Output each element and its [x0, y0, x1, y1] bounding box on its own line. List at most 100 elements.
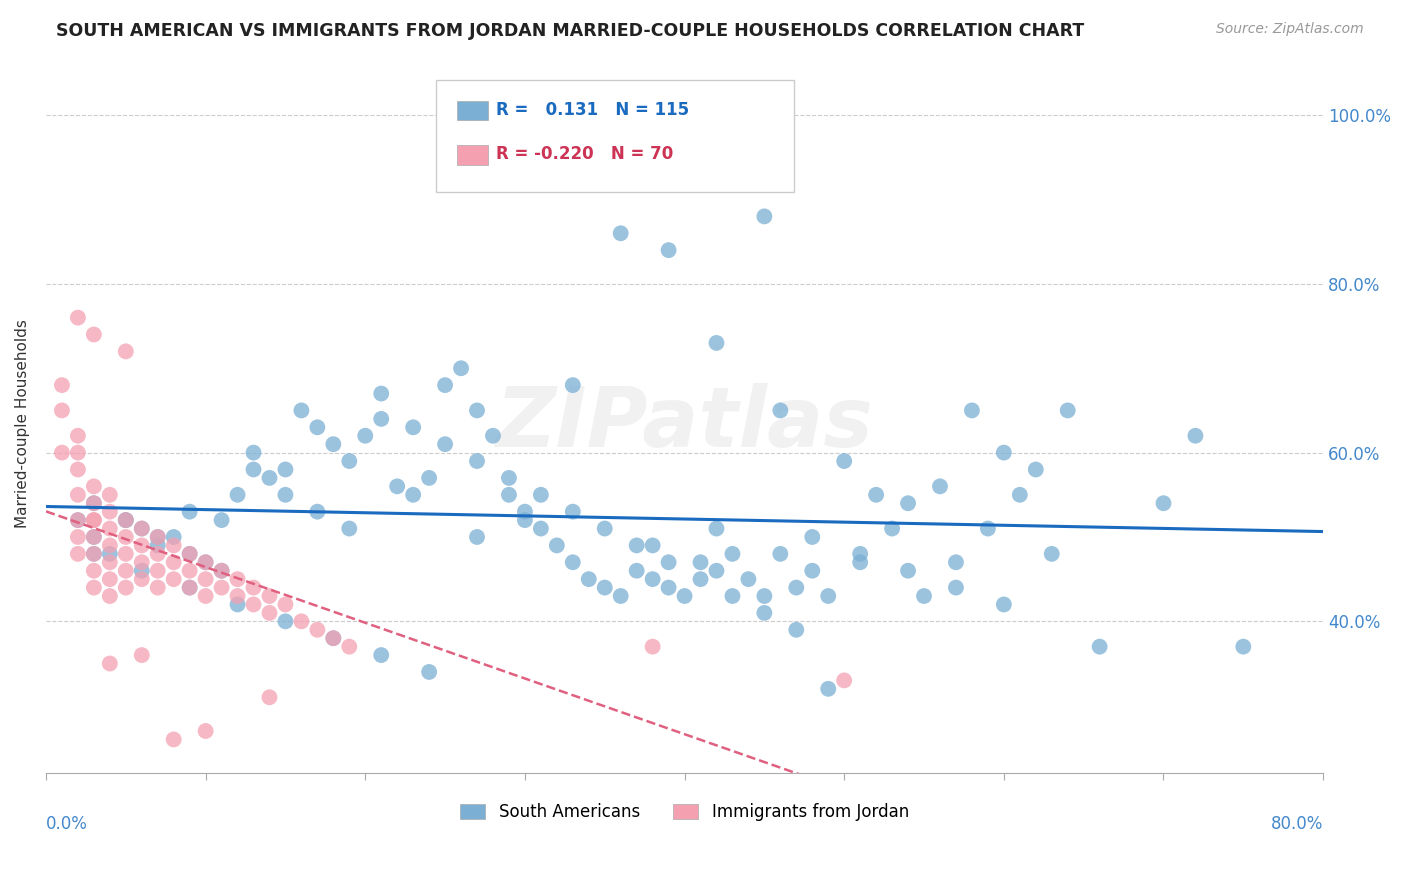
Point: [163, 530, 186, 544]
Point: [1088, 640, 1111, 654]
Point: [114, 547, 136, 561]
Point: [179, 564, 201, 578]
Point: [146, 581, 169, 595]
Point: [993, 598, 1015, 612]
Point: [434, 378, 457, 392]
Point: [179, 581, 201, 595]
Point: [163, 572, 186, 586]
Point: [402, 420, 425, 434]
Point: [83, 547, 105, 561]
Point: [163, 732, 186, 747]
Point: [98, 522, 121, 536]
Point: [131, 538, 153, 552]
Point: [163, 538, 186, 552]
Point: [194, 555, 217, 569]
Point: [689, 572, 711, 586]
Point: [114, 513, 136, 527]
Point: [211, 564, 233, 578]
Text: 0.0%: 0.0%: [46, 815, 87, 833]
Point: [593, 581, 616, 595]
Point: [83, 581, 105, 595]
Point: [114, 530, 136, 544]
Text: SOUTH AMERICAN VS IMMIGRANTS FROM JORDAN MARRIED-COUPLE HOUSEHOLDS CORRELATION C: SOUTH AMERICAN VS IMMIGRANTS FROM JORDAN…: [56, 22, 1084, 40]
Point: [226, 589, 249, 603]
Point: [242, 445, 264, 459]
Point: [754, 210, 776, 224]
Point: [513, 513, 536, 527]
Point: [337, 640, 360, 654]
Point: [832, 454, 855, 468]
Point: [721, 547, 744, 561]
Point: [98, 547, 121, 561]
Point: [641, 640, 664, 654]
Point: [754, 589, 776, 603]
Point: [561, 555, 583, 569]
Point: [626, 538, 648, 552]
Point: [274, 462, 297, 476]
Point: [1184, 428, 1206, 442]
Point: [98, 572, 121, 586]
Point: [658, 581, 681, 595]
Point: [259, 606, 281, 620]
Point: [546, 538, 568, 552]
Legend: South Americans, Immigrants from Jordan: South Americans, Immigrants from Jordan: [454, 797, 915, 828]
Point: [769, 547, 792, 561]
Point: [98, 538, 121, 552]
Point: [98, 488, 121, 502]
Point: [114, 513, 136, 527]
Point: [322, 631, 344, 645]
Point: [465, 530, 488, 544]
Text: Source: ZipAtlas.com: Source: ZipAtlas.com: [1216, 22, 1364, 37]
Point: [66, 310, 89, 325]
Point: [322, 437, 344, 451]
Point: [817, 681, 839, 696]
Point: [1056, 403, 1078, 417]
Point: [290, 403, 312, 417]
Point: [83, 547, 105, 561]
Point: [865, 488, 887, 502]
Point: [131, 648, 153, 662]
Point: [51, 403, 73, 417]
Point: [737, 572, 759, 586]
Point: [785, 623, 807, 637]
Point: [945, 555, 967, 569]
Point: [354, 428, 377, 442]
Point: [307, 505, 329, 519]
Point: [530, 522, 553, 536]
Point: [98, 589, 121, 603]
Point: [641, 572, 664, 586]
Point: [626, 564, 648, 578]
Point: [194, 572, 217, 586]
Point: [146, 530, 169, 544]
Point: [706, 564, 728, 578]
Point: [211, 564, 233, 578]
Point: [242, 598, 264, 612]
Point: [66, 462, 89, 476]
Point: [114, 564, 136, 578]
Point: [370, 386, 392, 401]
Point: [114, 344, 136, 359]
Point: [450, 361, 472, 376]
Point: [274, 598, 297, 612]
Point: [721, 589, 744, 603]
Point: [897, 496, 920, 510]
Point: [131, 572, 153, 586]
Point: [66, 530, 89, 544]
Point: [307, 420, 329, 434]
Point: [259, 471, 281, 485]
Point: [98, 657, 121, 671]
Point: [98, 505, 121, 519]
Point: [322, 631, 344, 645]
Point: [194, 555, 217, 569]
Point: [194, 589, 217, 603]
Point: [146, 530, 169, 544]
Point: [66, 513, 89, 527]
Point: [530, 488, 553, 502]
Point: [66, 445, 89, 459]
Point: [131, 522, 153, 536]
Point: [259, 589, 281, 603]
Point: [114, 581, 136, 595]
Point: [337, 454, 360, 468]
Point: [307, 623, 329, 637]
Point: [754, 606, 776, 620]
